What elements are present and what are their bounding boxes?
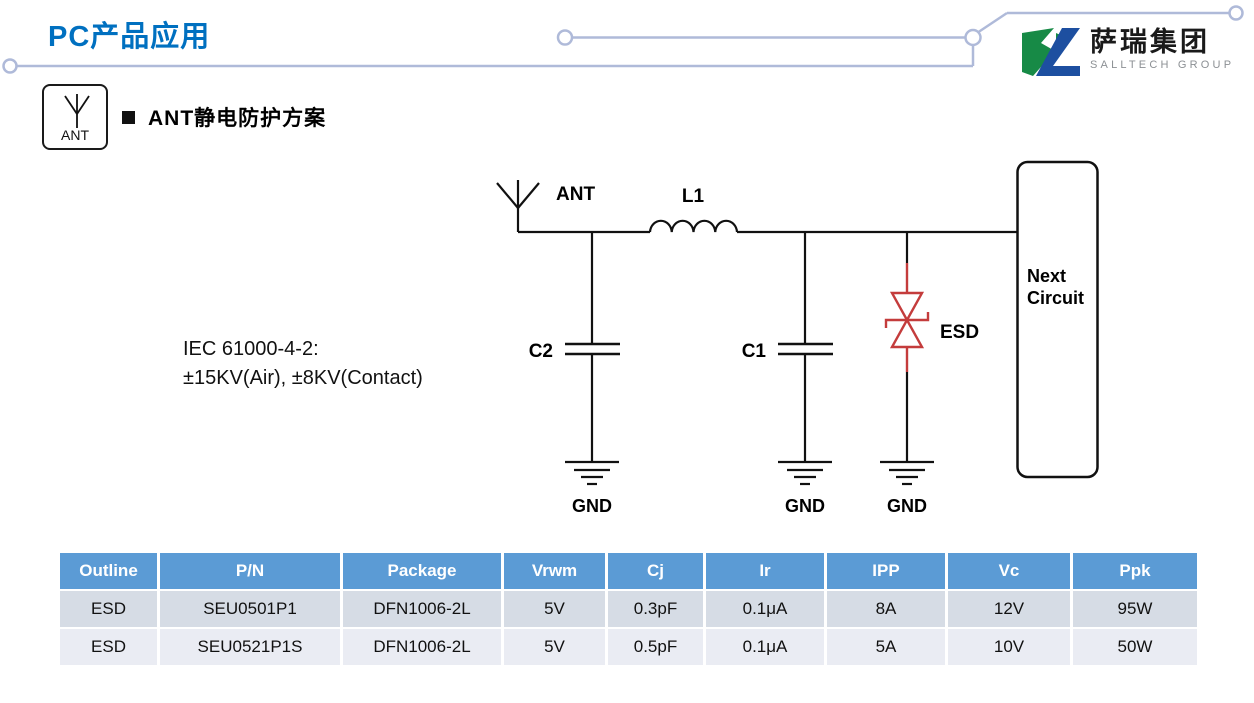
gnd-label-right: GND [887, 496, 927, 516]
cell-ppk: 95W [1073, 589, 1197, 627]
col-header-pn: P/N [160, 553, 343, 589]
cell-vc: 10V [948, 627, 1073, 665]
section-heading: ANT静电防护方案 [122, 102, 326, 132]
gnd-label-mid: GND [785, 496, 825, 516]
esd-protection-circuit-diagram: ANT L1 C2 C1 ESD Next Circuit GND GND GN… [496, 160, 1099, 516]
ant-box-label: ANT [61, 127, 89, 143]
esd-spec-table: Outline P/N Package Vrwm Cj Ir IPP Vc Pp… [60, 553, 1197, 665]
col-header-package: Package [343, 553, 504, 589]
next-circuit-box [1016, 160, 1099, 479]
antenna-icon [64, 94, 90, 128]
cell-package: DFN1006-2L [343, 589, 504, 627]
gnd-label-left: GND [572, 496, 612, 516]
next-circuit-line2: Circuit [1027, 288, 1084, 308]
col-header-vc: Vc [948, 553, 1073, 589]
table-row: ESD SEU0521P1S DFN1006-2L 5V 0.5pF 0.1μA… [60, 627, 1197, 665]
col-header-outline: Outline [60, 553, 160, 589]
iec-standard-note: IEC 61000-4-2: ±15KV(Air), ±8KV(Contact) [183, 335, 423, 393]
company-logo: 萨瑞集团 SALLTECH GROUP [1020, 27, 1234, 77]
cell-vc: 12V [948, 589, 1073, 627]
gnd-symbol-left [565, 460, 619, 486]
cell-pn: SEU0521P1S [160, 627, 343, 665]
col-header-cj: Cj [608, 553, 706, 589]
cell-outline: ESD [60, 627, 160, 665]
cell-outline: ESD [60, 589, 160, 627]
table-row: ESD SEU0501P1 DFN1006-2L 5V 0.3pF 0.1μA … [60, 589, 1197, 627]
cell-ir: 0.1μA [706, 627, 827, 665]
esd-label: ESD [940, 322, 979, 343]
inductor-label: L1 [682, 186, 705, 207]
cell-ipp: 5A [827, 627, 948, 665]
gnd-symbol-mid [778, 460, 832, 486]
col-header-ppk: Ppk [1073, 553, 1197, 589]
cell-cj: 0.5pF [608, 627, 706, 665]
cell-package: DFN1006-2L [343, 627, 504, 665]
cell-ppk: 50W [1073, 627, 1197, 665]
logo-name-en: SALLTECH GROUP [1090, 59, 1235, 71]
gnd-symbol-right [880, 460, 934, 486]
cell-pn: SEU0501P1 [160, 589, 343, 627]
cell-ipp: 8A [827, 589, 948, 627]
iec-note-line2: ±15KV(Air), ±8KV(Contact) [183, 367, 423, 389]
decorative-connector-lines [2, 5, 1244, 74]
cell-cj: 0.3pF [608, 589, 706, 627]
iec-note-line1: IEC 61000-4-2: [183, 338, 319, 360]
section-heading-text: ANT静电防护方案 [148, 107, 327, 130]
cap-right-label: C1 [742, 341, 767, 362]
next-circuit-line1: Next [1027, 266, 1066, 286]
col-header-ir: Ir [706, 553, 827, 589]
bullet-square-icon [122, 110, 135, 124]
col-header-ipp: IPP [827, 553, 948, 589]
cell-ir: 0.1μA [706, 589, 827, 627]
page-title: PC产品应用 [48, 21, 211, 53]
cell-vrwm: 5V [504, 589, 608, 627]
ant-label: ANT [556, 184, 595, 205]
ant-icon-box: ANT [42, 84, 108, 150]
cell-vrwm: 5V [504, 627, 608, 665]
col-header-vrwm: Vrwm [504, 553, 608, 589]
logo-text: 萨瑞集团 SALLTECH GROUP [1090, 27, 1234, 71]
table-header-row: Outline P/N Package Vrwm Cj Ir IPP Vc Pp… [60, 553, 1197, 589]
logo-name-cn: 萨瑞集团 [1090, 27, 1210, 57]
cap-left-label: C2 [529, 341, 553, 362]
salltech-logo-icon [1022, 28, 1080, 76]
esd-tvs-diode-icon [884, 263, 930, 372]
